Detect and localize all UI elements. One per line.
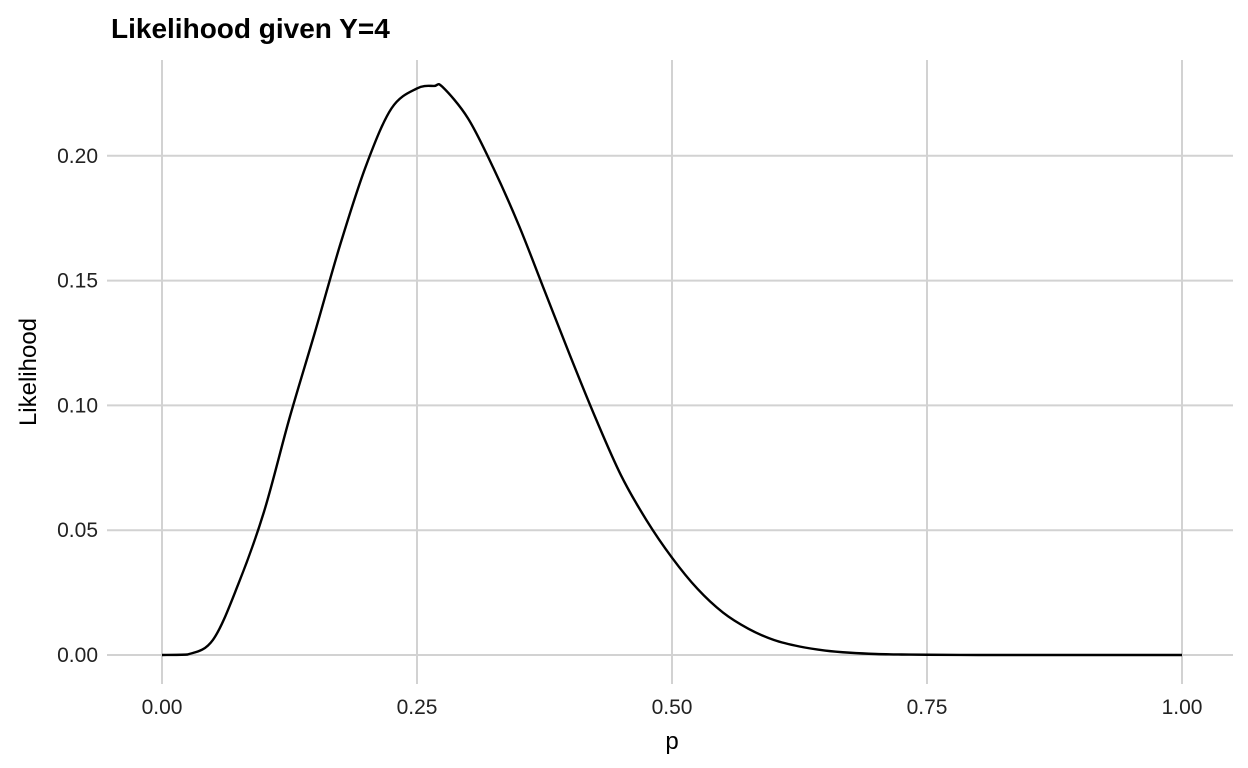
x-tick-labels: 0.00 0.25 0.50 0.75 1.00 [142,696,1203,719]
x-axis-title: p [665,728,678,755]
y-tick-label: 0.10 [57,394,98,417]
chart-title: Likelihood given Y=4 [111,13,390,44]
x-tick-label: 0.75 [907,696,948,719]
y-tick-label: 0.15 [57,270,98,293]
x-tick-label: 0.00 [142,696,183,719]
y-tick-labels: 0.00 0.05 0.10 0.15 0.20 [57,145,98,667]
x-tick-label: 0.50 [652,696,693,719]
x-tick-label: 1.00 [1162,696,1203,719]
grid-lines [107,60,1233,684]
y-tick-label: 0.00 [57,644,98,667]
y-tick-label: 0.20 [57,145,98,168]
likelihood-curve-line [161,82,1182,657]
y-axis-title: Likelihood [15,318,42,426]
y-tick-label: 0.05 [57,519,98,542]
x-tick-label: 0.25 [397,696,438,719]
